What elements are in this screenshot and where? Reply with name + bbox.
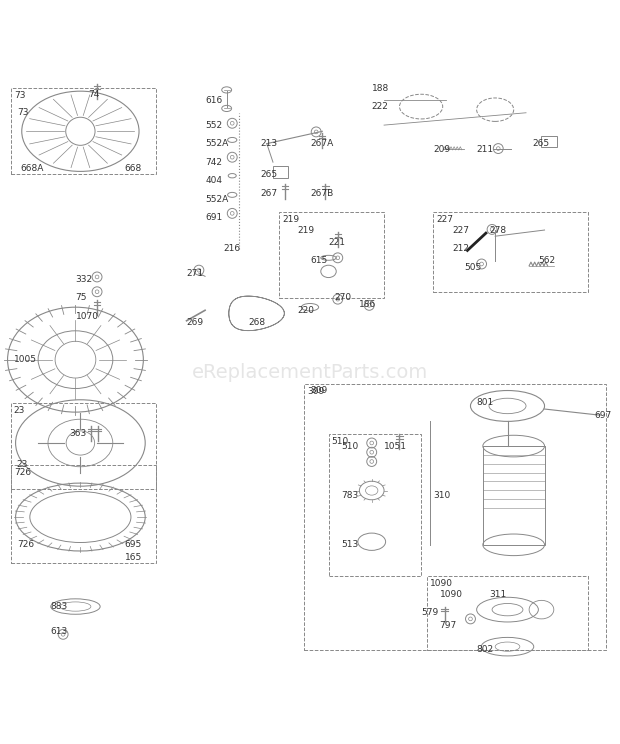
Text: 1051: 1051 <box>384 442 407 451</box>
Text: 310: 310 <box>433 491 451 500</box>
Text: 75: 75 <box>76 293 87 302</box>
Text: 212: 212 <box>452 244 469 253</box>
Text: 23: 23 <box>17 460 28 469</box>
Text: 697: 697 <box>594 411 611 420</box>
Text: 23: 23 <box>14 406 25 415</box>
Bar <box>11 464 156 563</box>
Text: 73: 73 <box>17 109 29 118</box>
Text: 691: 691 <box>205 214 223 222</box>
Text: 227: 227 <box>436 214 454 224</box>
Text: 668A: 668A <box>20 164 43 173</box>
Text: 270: 270 <box>335 293 352 302</box>
Text: 1070: 1070 <box>76 312 99 321</box>
Text: 668: 668 <box>125 164 142 173</box>
Bar <box>304 385 606 650</box>
Text: 309: 309 <box>310 386 327 395</box>
Text: 220: 220 <box>298 306 315 315</box>
Bar <box>279 211 384 298</box>
Bar <box>11 403 156 490</box>
Text: 73: 73 <box>14 92 25 100</box>
Text: 613: 613 <box>51 626 68 635</box>
Text: 268: 268 <box>248 318 265 327</box>
Text: 510: 510 <box>341 442 358 451</box>
Text: 562: 562 <box>538 257 556 266</box>
Bar <box>273 167 288 178</box>
Bar <box>329 434 421 576</box>
Text: 1090: 1090 <box>440 590 463 599</box>
Text: 267A: 267A <box>310 139 334 148</box>
Bar <box>433 211 588 292</box>
Text: 797: 797 <box>440 620 457 629</box>
Text: 505: 505 <box>464 263 482 272</box>
Text: 883: 883 <box>51 602 68 611</box>
Text: 513: 513 <box>341 540 358 549</box>
Text: 221: 221 <box>329 238 345 247</box>
Text: 363: 363 <box>69 429 87 438</box>
Text: 616: 616 <box>205 96 223 105</box>
Text: 783: 783 <box>341 491 358 500</box>
Text: 1005: 1005 <box>14 355 37 364</box>
Bar <box>11 88 156 175</box>
Text: 74: 74 <box>88 90 99 99</box>
Text: 742: 742 <box>205 158 222 167</box>
Text: 271: 271 <box>187 269 204 278</box>
Text: 552A: 552A <box>205 139 228 148</box>
Text: 186: 186 <box>360 300 376 309</box>
Text: eReplacementParts.com: eReplacementParts.com <box>192 362 428 382</box>
Text: 278: 278 <box>489 225 506 234</box>
Text: 801: 801 <box>477 398 494 408</box>
Text: 219: 219 <box>298 225 315 234</box>
Text: 213: 213 <box>260 139 278 148</box>
Text: 219: 219 <box>282 214 299 224</box>
Text: 311: 311 <box>489 590 507 599</box>
Text: 209: 209 <box>433 145 451 154</box>
Text: 267: 267 <box>260 188 278 197</box>
Text: 1090: 1090 <box>430 579 453 588</box>
Text: 802: 802 <box>477 645 494 654</box>
Text: 165: 165 <box>125 553 142 562</box>
Text: 332: 332 <box>76 275 92 284</box>
Text: 267B: 267B <box>310 188 334 197</box>
Bar <box>483 446 544 545</box>
Text: 510: 510 <box>332 437 349 446</box>
Text: 222: 222 <box>372 102 389 111</box>
Text: 404: 404 <box>205 176 222 185</box>
Text: 309: 309 <box>307 388 324 397</box>
Text: 265: 265 <box>532 139 549 148</box>
Text: 726: 726 <box>14 468 31 477</box>
Text: 615: 615 <box>310 257 327 266</box>
Text: 265: 265 <box>260 170 278 179</box>
Bar <box>427 576 588 650</box>
Text: 216: 216 <box>224 244 241 253</box>
Text: 188: 188 <box>372 83 389 92</box>
Text: 269: 269 <box>187 318 204 327</box>
Text: 579: 579 <box>421 608 438 618</box>
Text: 552: 552 <box>205 121 222 129</box>
Text: 552A: 552A <box>205 195 228 204</box>
Bar <box>541 135 557 147</box>
Text: 211: 211 <box>477 145 494 154</box>
Text: 726: 726 <box>17 540 34 549</box>
Text: 695: 695 <box>125 540 142 549</box>
Text: 227: 227 <box>452 225 469 234</box>
